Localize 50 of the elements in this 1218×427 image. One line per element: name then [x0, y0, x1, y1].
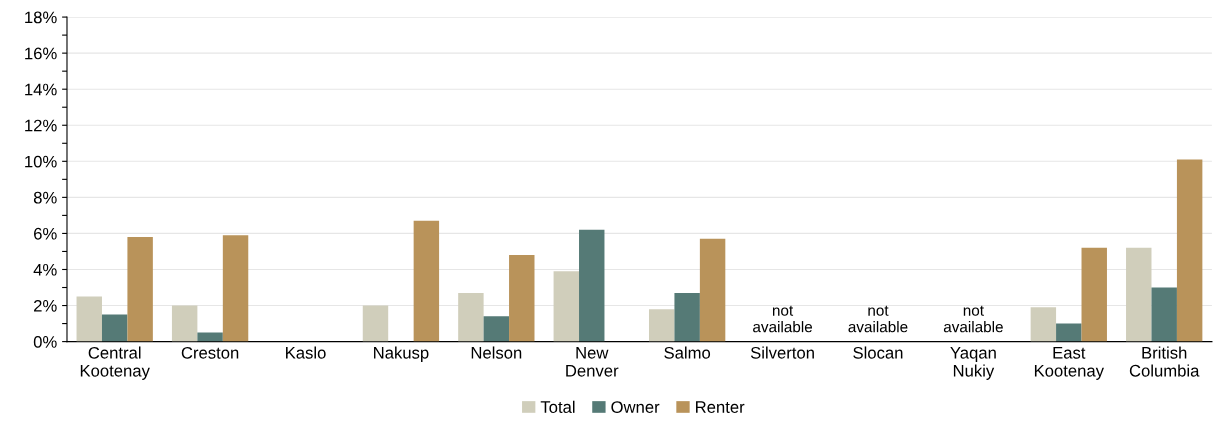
y-tick-label: 18%	[25, 11, 57, 24]
bar	[1126, 247, 1152, 342]
bar	[362, 305, 389, 342]
x-tick-label: East Kootenay	[1034, 347, 1104, 380]
bar	[76, 296, 102, 342]
bar	[1056, 323, 1082, 342]
bar	[127, 237, 153, 342]
y-tick-label: 0%	[33, 336, 57, 348]
x-tick-label: Nelson	[471, 346, 522, 359]
bar	[1081, 247, 1107, 342]
bar	[171, 305, 198, 342]
bar	[1030, 307, 1057, 342]
x-tick-label: New Denver	[566, 347, 619, 377]
x-tick-label: Central Kootenay	[80, 346, 150, 380]
x-tick-label: Silverton	[750, 346, 814, 359]
bar	[483, 316, 510, 342]
bar	[1151, 287, 1177, 342]
annotation: not available	[848, 305, 908, 333]
x-tick-label: Creston	[181, 346, 239, 359]
y-tick-label: 4%	[33, 263, 57, 276]
legend-label: Renter	[696, 401, 745, 413]
bar	[509, 255, 535, 342]
bar	[197, 332, 223, 342]
x-tick-label: Nakusp	[374, 346, 429, 362]
bar	[553, 271, 580, 342]
y-tick-label: 16%	[25, 47, 57, 60]
bar	[222, 235, 249, 342]
bar	[579, 229, 605, 342]
annotation: not available	[943, 305, 1003, 333]
bar	[458, 292, 484, 342]
bar	[699, 238, 726, 342]
legend-label: Owner	[611, 401, 660, 413]
bar	[674, 292, 700, 342]
y-tick-label: 10%	[25, 155, 57, 168]
x-tick-label: Yaqan Nukiy	[950, 347, 996, 380]
x-tick-label: Salmo	[664, 346, 711, 359]
y-tick-label: 6%	[34, 227, 57, 240]
legend-label: Total	[540, 400, 575, 413]
y-tick-label: 12%	[25, 119, 57, 132]
y-tick-label: 14%	[25, 83, 57, 96]
y-tick-label: 8%	[33, 191, 57, 204]
bar	[648, 309, 675, 342]
bar	[101, 314, 128, 342]
x-tick-label: British Columbia	[1129, 346, 1200, 377]
x-tick-label: Kaslo	[286, 346, 326, 359]
bar	[413, 220, 440, 342]
annotation: not available	[753, 305, 813, 333]
x-tick-label: Slocan	[853, 346, 903, 359]
bar	[1176, 159, 1203, 342]
y-tick-label: 2%	[34, 299, 57, 312]
